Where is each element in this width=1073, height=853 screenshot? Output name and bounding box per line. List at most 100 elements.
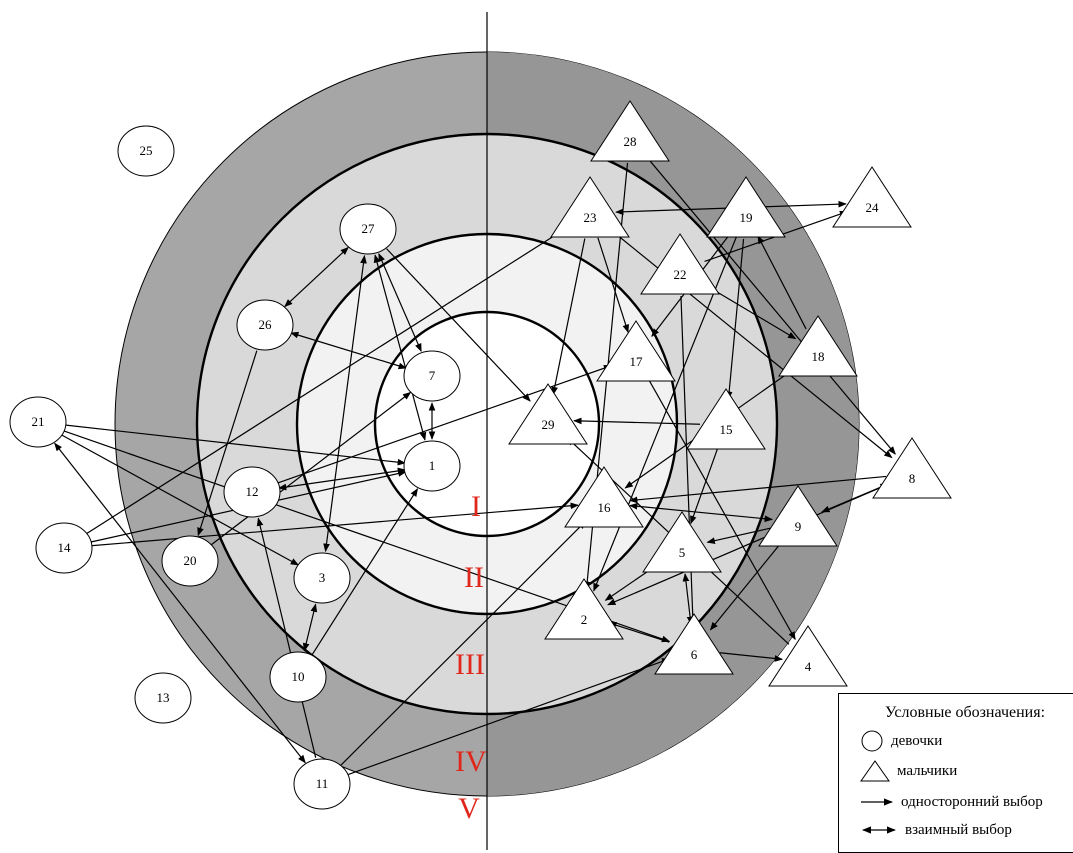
edge-12-1-mutual bbox=[277, 467, 407, 491]
edge-11-16-one-way bbox=[340, 520, 587, 766]
zone-label-V: V bbox=[458, 792, 480, 825]
girl-node-7: 7 bbox=[403, 350, 461, 402]
girl-node-10: 10 bbox=[269, 651, 327, 703]
triangle-shape bbox=[832, 166, 912, 228]
girl-node-25: 25 bbox=[117, 125, 175, 177]
boy-node-2: 2 bbox=[544, 578, 624, 640]
edge-10-1-one-way bbox=[311, 488, 419, 655]
edge-23-8-one-way bbox=[609, 228, 893, 459]
circle-shape bbox=[35, 522, 93, 574]
one-way-arrow-icon bbox=[861, 798, 893, 806]
edge-21-11-mutual bbox=[54, 442, 306, 764]
edge-18-19-one-way bbox=[757, 235, 807, 330]
node-label: 15 bbox=[720, 422, 733, 437]
edge-14-23-one-way bbox=[86, 226, 569, 535]
zone-label-III: III bbox=[455, 648, 485, 681]
triangle-shape bbox=[654, 613, 734, 675]
boy-node-6: 6 bbox=[654, 613, 734, 675]
triangle-shape bbox=[640, 233, 720, 295]
circle-shape bbox=[293, 552, 351, 604]
edge-19-15-one-way bbox=[725, 238, 745, 400]
node-label: 10 bbox=[292, 669, 305, 684]
node-label: 23 bbox=[584, 210, 597, 225]
circle-shape bbox=[161, 535, 219, 587]
node-label: 26 bbox=[259, 317, 273, 332]
legend-one-way-label: односторонний выбор bbox=[901, 793, 1043, 810]
circle-shape bbox=[117, 125, 175, 177]
node-label: 3 bbox=[319, 570, 326, 585]
edge-10-3-mutual bbox=[302, 603, 318, 652]
edge-6-2-one-way bbox=[607, 621, 670, 643]
legend-boys-label: мальчики bbox=[897, 762, 958, 779]
node-label: 17 bbox=[630, 354, 644, 369]
circle-shape bbox=[339, 203, 397, 255]
edge-23-17-one-way bbox=[597, 237, 629, 334]
boy-node-9: 9 bbox=[758, 485, 838, 547]
node-label: 2 bbox=[581, 612, 588, 627]
circle-shape bbox=[9, 396, 67, 448]
girl-node-14: 14 bbox=[35, 522, 93, 574]
triangle-shape bbox=[550, 176, 630, 238]
legend-mutual-label: взаимный выбор bbox=[905, 821, 1012, 838]
circle-shape bbox=[134, 672, 192, 724]
zone-label-I: I bbox=[471, 490, 481, 523]
girl-node-11: 11 bbox=[293, 758, 351, 810]
edge-9-16-mutual bbox=[629, 502, 773, 523]
edge-9-6-one-way bbox=[709, 541, 783, 631]
boy-node-19: 19 bbox=[706, 176, 786, 238]
boy-node-23: 23 bbox=[550, 176, 630, 238]
triangle-shape bbox=[508, 383, 588, 445]
node-label: 7 bbox=[429, 368, 436, 383]
triangle-shape bbox=[642, 511, 722, 573]
node-label: 5 bbox=[679, 545, 686, 560]
triangle-shape bbox=[544, 578, 624, 640]
node-label: 4 bbox=[805, 659, 812, 674]
triangle-shape bbox=[596, 320, 676, 382]
girl-node-3: 3 bbox=[293, 552, 351, 604]
edge-23-29-one-way bbox=[551, 238, 586, 396]
boy-node-24: 24 bbox=[832, 166, 912, 228]
girl-node-20: 20 bbox=[161, 535, 219, 587]
legend-mutual-row: взаимный выбор bbox=[859, 818, 1012, 842]
girl-node-21: 21 bbox=[9, 396, 67, 448]
triangle-shape bbox=[564, 466, 644, 528]
girl-node-12: 12 bbox=[223, 466, 281, 518]
node-label: 8 bbox=[909, 471, 916, 486]
node-label: 25 bbox=[140, 143, 153, 158]
circle-shape bbox=[403, 350, 461, 402]
edge-15-29-one-way bbox=[573, 417, 701, 425]
triangle-shape bbox=[872, 437, 952, 499]
circle-shape bbox=[293, 758, 351, 810]
boy-node-29: 29 bbox=[508, 383, 588, 445]
circle-shape bbox=[269, 651, 327, 703]
legend-title: Условные обозначения: bbox=[885, 704, 1046, 721]
legend-girls-label: девочки bbox=[891, 732, 943, 749]
edge-14-16-one-way bbox=[90, 502, 579, 547]
circle-icon bbox=[861, 730, 883, 752]
edge-5-6-mutual bbox=[682, 572, 694, 626]
node-label: 22 bbox=[674, 267, 687, 282]
zone-label-IV: IV bbox=[455, 745, 487, 778]
edge-9-5-one-way bbox=[706, 527, 773, 544]
triangle-shape bbox=[686, 388, 766, 450]
node-label: 24 bbox=[866, 200, 880, 215]
node-label: 14 bbox=[58, 540, 72, 555]
legend: Условные обозначения: девочки мальчики о… bbox=[838, 693, 1073, 853]
girl-node-1: 1 bbox=[403, 440, 461, 492]
edge-11-6-one-way bbox=[347, 658, 671, 776]
legend-girls-row: девочки bbox=[859, 729, 942, 753]
edge-12-17-one-way bbox=[277, 364, 613, 484]
node-label: 19 bbox=[740, 210, 753, 225]
node-label: 6 bbox=[691, 647, 698, 662]
node-label: 27 bbox=[362, 221, 376, 236]
girl-node-13: 13 bbox=[134, 672, 192, 724]
node-label: 13 bbox=[157, 690, 170, 705]
boy-node-8: 8 bbox=[872, 437, 952, 499]
triangle-shape bbox=[778, 315, 858, 377]
node-label: 21 bbox=[32, 414, 45, 429]
triangle-shape bbox=[706, 176, 786, 238]
boy-node-5: 5 bbox=[642, 511, 722, 573]
